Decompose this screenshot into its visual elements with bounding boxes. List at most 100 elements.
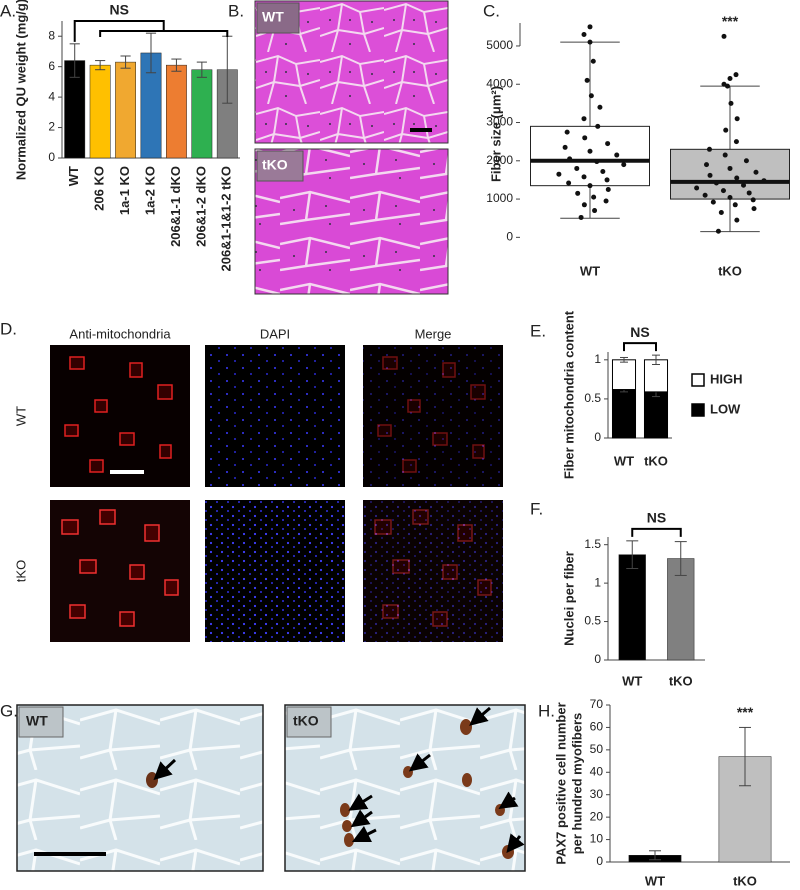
point bbox=[556, 171, 562, 177]
image-label: WT bbox=[26, 713, 48, 729]
stained-cell bbox=[146, 772, 158, 788]
x-tick-label: tKO bbox=[669, 673, 693, 688]
y-tick-label: 50 bbox=[590, 742, 604, 756]
significance-label: NS bbox=[109, 2, 128, 18]
y-tick-label: 4 bbox=[48, 89, 55, 103]
point bbox=[750, 197, 756, 203]
significance-bracket bbox=[631, 527, 682, 537]
y-tick-label: 2000 bbox=[486, 153, 513, 167]
legend-label: HIGH bbox=[710, 371, 743, 386]
panel-label: G. bbox=[0, 701, 18, 720]
point bbox=[564, 129, 570, 135]
y-tick-label: 1 bbox=[594, 352, 601, 366]
x-tick-label: tKO bbox=[644, 453, 668, 468]
y-axis-label: Normalized QU weight (mg/g) bbox=[13, 0, 28, 180]
point bbox=[718, 209, 724, 215]
significance-label: *** bbox=[722, 13, 739, 29]
overlay bbox=[363, 500, 503, 642]
point bbox=[703, 162, 709, 168]
point bbox=[722, 152, 728, 158]
point bbox=[587, 183, 593, 189]
point bbox=[734, 175, 740, 181]
y-tick-label: 30 bbox=[590, 787, 604, 801]
fluorescence-image bbox=[205, 500, 345, 642]
legend-swatch bbox=[691, 403, 705, 417]
point bbox=[581, 202, 587, 208]
x-tick-label: 206&1-2 dKO bbox=[193, 166, 208, 247]
x-tick-label: tKO bbox=[733, 873, 757, 888]
y-tick-label: 10 bbox=[590, 832, 604, 846]
y-tick-label: 0 bbox=[596, 854, 603, 868]
point bbox=[562, 144, 568, 150]
y-tick-label: 2 bbox=[48, 120, 55, 134]
point bbox=[753, 169, 759, 175]
point bbox=[584, 77, 590, 83]
image-tag bbox=[256, 150, 304, 182]
y-tick-label: 0 bbox=[506, 230, 513, 244]
significance-label: NS bbox=[647, 510, 666, 526]
point bbox=[605, 187, 611, 192]
point bbox=[595, 123, 601, 129]
y-tick-label: 1 bbox=[594, 575, 601, 589]
panel-label: D. bbox=[0, 319, 17, 338]
image-label: tKO bbox=[293, 713, 319, 729]
fluorescence-image bbox=[49, 499, 191, 643]
image-tag bbox=[286, 706, 332, 738]
scale-bar bbox=[110, 470, 144, 474]
x-tick-label: WT bbox=[580, 263, 600, 278]
point bbox=[575, 190, 581, 196]
flier bbox=[581, 31, 587, 37]
bar-segment bbox=[643, 391, 669, 439]
y-tick-label: 4000 bbox=[486, 76, 513, 90]
image-tag bbox=[256, 2, 300, 34]
point bbox=[574, 165, 580, 171]
y-tick-label: 3000 bbox=[486, 115, 513, 129]
point bbox=[741, 182, 747, 188]
y-tick-label: 8 bbox=[48, 28, 55, 42]
x-tick-label: 1a-1 KO bbox=[117, 166, 132, 215]
point bbox=[706, 146, 712, 152]
arrow bbox=[153, 758, 177, 781]
x-tick-label: WT bbox=[614, 453, 634, 468]
point bbox=[597, 104, 603, 110]
point bbox=[605, 141, 611, 147]
y-axis-label: PAX7 positive cell number bbox=[553, 702, 568, 864]
scale-bar bbox=[410, 128, 432, 132]
bar bbox=[166, 64, 187, 159]
y-tick-label: 40 bbox=[590, 764, 604, 778]
y-tick-label: 1.5 bbox=[584, 537, 601, 551]
y-tick-label: 5000 bbox=[486, 38, 513, 52]
point bbox=[732, 202, 738, 208]
point bbox=[604, 177, 610, 183]
x-tick-label: 206&1-1 dKO bbox=[168, 166, 183, 247]
scale-bar bbox=[34, 852, 106, 856]
x-tick-label: 206&1-1&1-2 tKO bbox=[219, 166, 234, 272]
y-tick-label: 70 bbox=[590, 697, 604, 711]
panel-label: B. bbox=[228, 1, 244, 20]
bar bbox=[89, 64, 111, 159]
y-tick-label: 60 bbox=[590, 720, 604, 734]
y-axis-label: Nuclei per fiber bbox=[561, 551, 576, 646]
row-label: WT bbox=[13, 406, 28, 426]
point bbox=[746, 190, 752, 196]
fluorescence-image bbox=[49, 344, 191, 488]
x-tick-label: WT bbox=[66, 166, 81, 186]
y-axis-label: Fiber size (μm²) bbox=[488, 86, 503, 182]
point bbox=[734, 217, 740, 223]
flier bbox=[733, 72, 739, 78]
panel-label: A. bbox=[0, 1, 16, 20]
point bbox=[566, 180, 572, 186]
legend-swatch bbox=[691, 373, 705, 387]
point bbox=[723, 127, 729, 133]
point bbox=[582, 135, 588, 141]
point bbox=[590, 58, 596, 64]
panel-label: C. bbox=[483, 1, 500, 20]
column-header: Anti-mitochondria bbox=[69, 326, 171, 341]
point bbox=[702, 192, 708, 198]
point bbox=[733, 139, 739, 145]
point bbox=[694, 185, 700, 191]
fluorescence-image bbox=[205, 345, 345, 487]
y-tick-label: 0.5 bbox=[584, 614, 601, 628]
y-tick-label: 0 bbox=[48, 150, 55, 164]
